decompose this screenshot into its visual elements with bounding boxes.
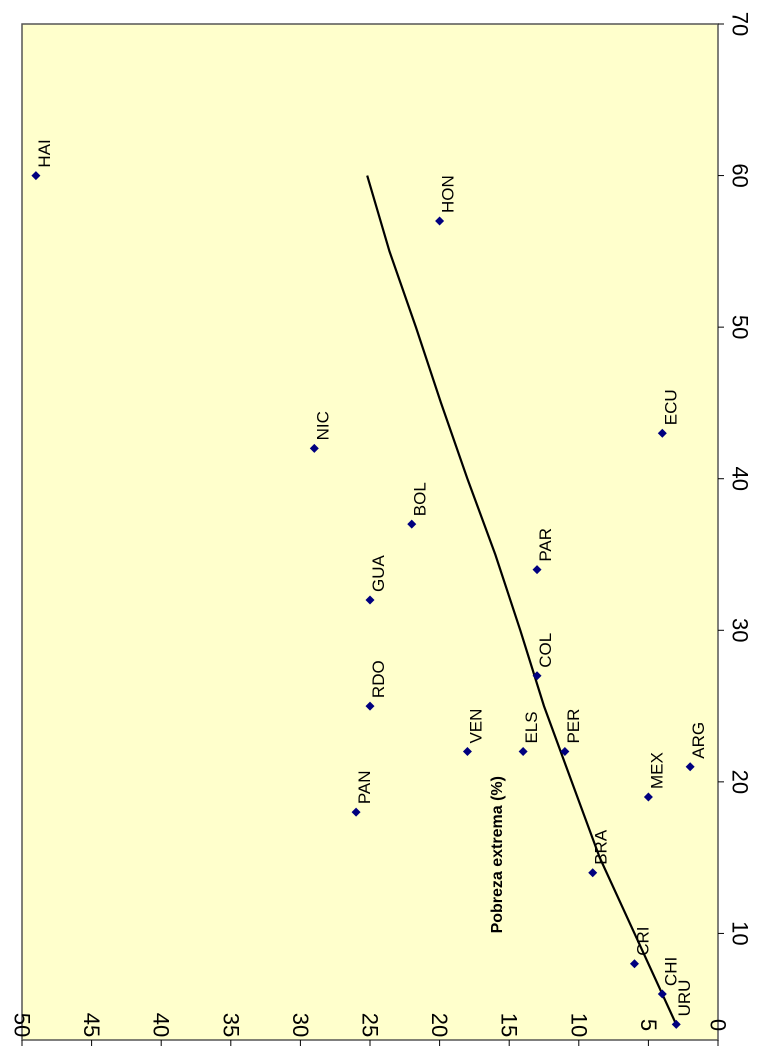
y-tick-label: 5: [636, 1019, 661, 1031]
data-point-bra: [588, 868, 598, 878]
x-tick-label: 40: [728, 466, 753, 490]
data-point-els: [518, 747, 528, 757]
trendline: [366, 175, 678, 1025]
x-tick-label: 60: [728, 163, 753, 187]
data-label-per: PER: [564, 709, 583, 744]
data-point-col: [532, 671, 542, 681]
data-label-chi: CHI: [661, 957, 680, 986]
y-tick-label: 15: [497, 1013, 522, 1037]
data-label-hai: HAI: [35, 139, 54, 167]
y-tick-label: 40: [149, 1013, 174, 1037]
data-label-rdo: RDO: [369, 660, 388, 698]
data-point-arg: [685, 762, 695, 772]
data-label-ecu: ECU: [661, 389, 680, 425]
data-label-bra: BRA: [592, 829, 611, 865]
plot-area: [21, 23, 719, 1041]
data-point-pan: [351, 807, 361, 817]
data-label-cri: CRI: [633, 926, 652, 955]
data-label-arg: ARG: [689, 722, 708, 759]
data-label-els: ELS: [522, 711, 541, 743]
trendline-layer: [366, 175, 678, 1025]
y-tick-label: 50: [10, 1013, 35, 1037]
data-point-rdo: [365, 701, 375, 711]
data-label-mex: MEX: [647, 752, 666, 789]
data-point-gua: [365, 595, 375, 605]
y-tick-label: 30: [288, 1013, 313, 1037]
data-label-par: PAR: [536, 528, 555, 562]
data-label-hon: HON: [439, 175, 458, 213]
data-label-ven: VEN: [466, 709, 485, 744]
y-tick-label: 45: [79, 1013, 104, 1037]
data-point-hai: [31, 171, 41, 181]
x-axis-label: Pobreza extrema (%): [489, 776, 506, 933]
data-label-nic: NIC: [313, 411, 332, 440]
y-tick-label: 35: [218, 1013, 243, 1037]
data-point-mex: [643, 792, 653, 802]
data-point-ecu: [657, 428, 667, 438]
data-label-bol: BOL: [411, 482, 430, 516]
data-point-nic: [309, 443, 319, 453]
data-point-par: [532, 565, 542, 575]
y-tick-label: 25: [358, 1013, 383, 1037]
data-label-pan: PAN: [355, 770, 374, 804]
data-point-uru: [671, 1019, 681, 1029]
data-label-uru: URU: [675, 980, 694, 1017]
data-point-per: [560, 747, 570, 757]
data-point-bol: [407, 519, 417, 529]
data-point-cri: [629, 959, 639, 969]
data-points: HAI HON NIC ECU BOL PAR GUA COL RDO VEN ELS PER ARG M…: [31, 139, 708, 1029]
y-tick-label: 20: [427, 1013, 452, 1037]
x-tick-label: 20: [728, 770, 753, 794]
tick-labels: 01020304050607005101520253035404550: [10, 12, 753, 1037]
data-point-hon: [435, 216, 445, 226]
y-tick-label: 0: [706, 1019, 731, 1031]
x-tick-label: 10: [728, 921, 753, 945]
y-tick-label: 10: [566, 1013, 591, 1037]
axis-ticks: [21, 23, 724, 1046]
data-label-col: COL: [536, 633, 555, 668]
x-tick-label: 30: [728, 618, 753, 642]
data-point-chi: [657, 989, 667, 999]
axis-label-layer: Pobreza extrema (%): [489, 776, 506, 933]
data-label-gua: GUA: [369, 554, 388, 592]
data-point-ven: [462, 747, 472, 757]
x-tick-label: 50: [728, 315, 753, 339]
x-tick-label: 70: [728, 12, 753, 36]
